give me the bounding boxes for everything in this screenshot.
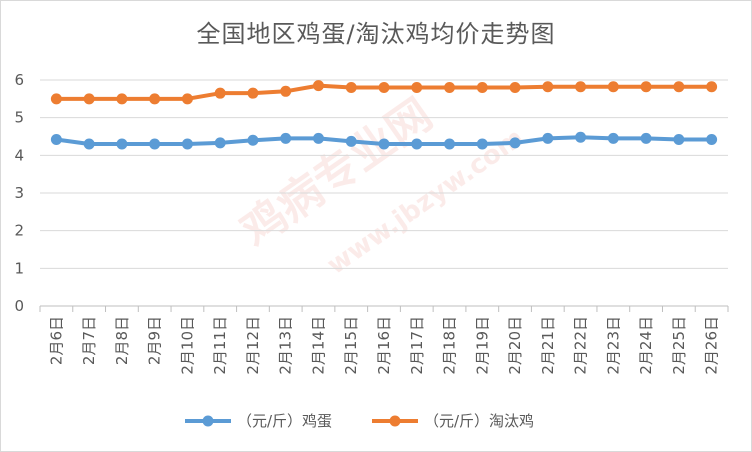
data-point <box>378 138 390 150</box>
legend-label: （元/斤）鸡蛋 <box>237 412 332 430</box>
data-point <box>280 85 292 97</box>
data-point <box>280 132 292 144</box>
legend-label: （元/斤）淘汰鸡 <box>424 412 534 430</box>
x-tick-label: 2月18日 <box>441 316 459 375</box>
data-point <box>149 93 161 105</box>
data-point <box>640 81 652 93</box>
data-point <box>83 138 95 150</box>
data-point <box>149 138 161 150</box>
data-point <box>444 138 456 150</box>
data-point <box>345 82 357 94</box>
x-tick-label: 2月9日 <box>146 316 164 365</box>
series-group <box>50 80 718 150</box>
gridlines <box>40 79 728 269</box>
data-point <box>411 138 423 150</box>
x-tick-label: 2月21日 <box>539 316 557 375</box>
series-egg <box>50 131 718 150</box>
chart-title: 全国地区鸡蛋/淘汰鸡均价走势图 <box>196 20 556 48</box>
legend-item: （元/斤）淘汰鸡 <box>372 412 534 430</box>
data-point <box>542 132 554 144</box>
y-tick-label: 0 <box>14 297 24 315</box>
x-tick-label: 2月14日 <box>309 316 327 375</box>
data-point <box>640 132 652 144</box>
x-tick-label: 2月23日 <box>604 316 622 375</box>
x-tick-label: 2月24日 <box>637 316 655 375</box>
x-tick-label: 2月19日 <box>473 316 491 375</box>
legend: （元/斤）鸡蛋 （元/斤）淘汰鸡 <box>185 412 534 430</box>
x-tick-label: 2月26日 <box>703 316 721 375</box>
data-point <box>673 81 685 93</box>
x-tick-label: 2月20日 <box>506 316 524 375</box>
x-tick-label: 2月17日 <box>408 316 426 375</box>
watermark-text: 鸡病专业网 <box>232 89 441 257</box>
data-point <box>247 87 259 99</box>
data-point <box>312 132 324 144</box>
data-point <box>116 138 128 150</box>
data-point <box>542 81 554 93</box>
data-point <box>575 131 587 143</box>
data-point <box>214 87 226 99</box>
series-culled-hen <box>50 80 718 105</box>
data-point <box>476 138 488 150</box>
x-tick-label: 2月13日 <box>277 316 295 375</box>
legend-swatch-marker <box>389 415 401 427</box>
data-point <box>607 81 619 93</box>
x-tick-label: 2月7日 <box>80 316 98 365</box>
y-tick-label: 5 <box>14 109 24 127</box>
data-point <box>509 82 521 94</box>
x-tick-label: 2月8日 <box>113 316 131 365</box>
data-point <box>673 134 685 146</box>
legend-item: （元/斤）鸡蛋 <box>185 412 332 430</box>
x-tick-label: 2月22日 <box>572 316 590 375</box>
data-point <box>116 93 128 105</box>
x-tick-label: 2月6日 <box>47 316 65 365</box>
y-axis: 0 1 2 3 4 5 6 <box>14 71 24 315</box>
data-point <box>575 81 587 93</box>
data-point <box>607 132 619 144</box>
data-point <box>345 135 357 147</box>
x-tick-label: 2月12日 <box>244 316 262 375</box>
y-tick-label: 1 <box>14 259 24 277</box>
legend-swatch-marker <box>202 415 214 427</box>
x-tick-label: 2月11日 <box>211 316 229 375</box>
data-point <box>706 134 718 146</box>
data-point <box>312 80 324 92</box>
y-tick-label: 6 <box>14 71 24 89</box>
data-point <box>476 82 488 94</box>
y-tick-label: 4 <box>14 146 24 164</box>
data-point <box>706 81 718 93</box>
x-tick-label: 2月15日 <box>342 316 360 375</box>
data-point <box>181 93 193 105</box>
data-point <box>378 82 390 94</box>
y-tick-label: 3 <box>14 184 24 202</box>
x-tick-label: 2月16日 <box>375 316 393 375</box>
data-point <box>83 93 95 105</box>
data-point <box>50 93 62 105</box>
x-axis: 2月6日 2月7日 2月8日 2月9日 2月10日 2月11日 2月12日 2月13日 2月14… <box>39 305 729 375</box>
data-point <box>214 137 226 149</box>
y-tick-label: 2 <box>14 222 24 240</box>
x-tick-label: 2月25日 <box>670 316 688 375</box>
x-tick-label: 2月10日 <box>178 316 196 375</box>
data-point <box>181 138 193 150</box>
data-point <box>509 137 521 149</box>
data-point <box>444 82 456 94</box>
data-point <box>50 134 62 146</box>
data-point <box>247 134 259 146</box>
data-point <box>411 82 423 94</box>
